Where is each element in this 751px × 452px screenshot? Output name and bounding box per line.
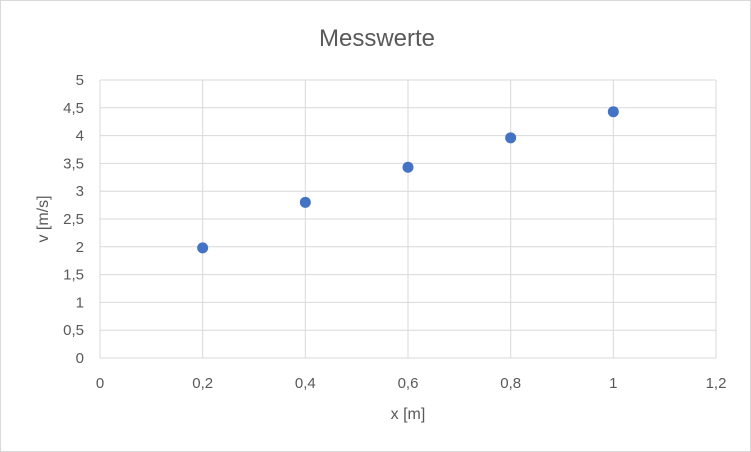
y-tick-label: 1,5	[63, 267, 84, 284]
x-tick-label: 0,2	[192, 375, 213, 392]
x-tick-label: 0,6	[398, 375, 419, 392]
y-tick-label: 4,5	[63, 100, 84, 117]
x-tick-label: 0	[96, 375, 104, 392]
grid-lines	[99, 79, 717, 359]
y-tick-label: 4	[76, 128, 84, 145]
chart-title: Messwerte	[319, 25, 435, 52]
y-tick-label: 5	[76, 72, 84, 89]
y-tick-label: 3	[76, 183, 84, 200]
y-tick-label: 0	[76, 350, 84, 367]
data-point	[505, 132, 517, 144]
y-axis-label: v [m/s]	[35, 195, 52, 242]
data-point	[299, 196, 311, 208]
y-tick-label: 3,5	[63, 155, 84, 172]
data-point	[402, 161, 414, 173]
data-point	[197, 242, 209, 254]
y-tick-label: 1	[76, 294, 84, 311]
data-point	[607, 106, 619, 118]
x-tick-label: 0,8	[500, 375, 521, 392]
x-tick-label: 1,2	[706, 375, 727, 392]
data-points	[197, 106, 619, 254]
x-axis-label: x [m]	[391, 406, 426, 423]
y-tick-label: 2	[76, 239, 84, 256]
tick-labels: 0 0,2 0,4 0,6 0,8 1 1,2 0 0,5 1 1,5 2 2,5 3 3,5 4 4,5 5	[63, 72, 726, 392]
x-tick-label: 1	[609, 375, 617, 392]
y-tick-label: 2,5	[63, 211, 84, 228]
y-tick-label: 0,5	[63, 322, 84, 339]
x-tick-label: 0,4	[295, 375, 316, 392]
